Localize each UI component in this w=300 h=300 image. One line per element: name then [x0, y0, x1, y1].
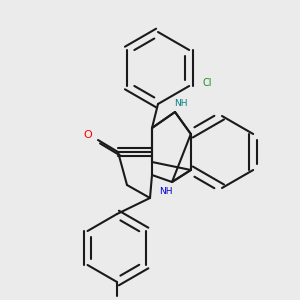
Text: NH: NH	[174, 100, 188, 109]
Text: NH: NH	[159, 187, 173, 196]
Text: O: O	[84, 130, 92, 140]
Text: Cl: Cl	[202, 78, 212, 88]
